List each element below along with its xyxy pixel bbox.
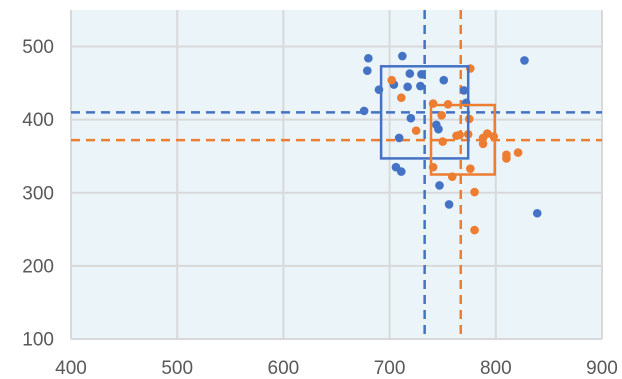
series-1-point xyxy=(359,106,369,116)
range-boxes xyxy=(379,65,496,176)
x-axis-tick-labels: 400 500 600 700 800 900 xyxy=(55,358,618,379)
series-2-point xyxy=(502,154,511,163)
series-1-point xyxy=(364,53,373,63)
y-tick-label: 200 xyxy=(22,256,54,277)
x-tick-label: 500 xyxy=(161,358,193,379)
y-axis-tick-labels: 100 200 300 400 500 xyxy=(22,37,54,350)
series-2-point xyxy=(387,75,397,85)
x-tick-label: 400 xyxy=(55,358,87,379)
x-tick-label: 800 xyxy=(480,358,512,379)
mean-guide-lines xyxy=(71,10,602,339)
series-2-point xyxy=(470,225,479,235)
series-1-point xyxy=(520,56,529,65)
series-1-range-box xyxy=(379,65,470,160)
series-2-point xyxy=(411,126,421,135)
series-1-point xyxy=(362,66,372,75)
series-2-range-box xyxy=(429,103,496,176)
series-2-point xyxy=(478,139,488,149)
series-2-point xyxy=(470,187,479,197)
y-tick-label: 100 xyxy=(22,330,54,351)
series-2-point xyxy=(466,164,475,173)
series-1-point xyxy=(439,75,449,85)
plot-area xyxy=(71,10,602,339)
series-2-point xyxy=(438,137,448,146)
y-tick-label: 300 xyxy=(22,183,54,204)
series-1-point xyxy=(398,51,407,61)
series-1-point xyxy=(459,86,469,95)
series-1-point xyxy=(532,208,542,218)
series-1-point xyxy=(416,81,425,91)
x-tick-label: 600 xyxy=(268,358,300,379)
series-1-point xyxy=(434,124,443,134)
series-2-point xyxy=(437,110,446,120)
series-1-point xyxy=(405,69,415,78)
grid-lines xyxy=(70,10,603,340)
series-1-point xyxy=(396,167,406,176)
series-1-point xyxy=(444,200,454,209)
plot-background xyxy=(71,10,602,339)
x-tick-label: 900 xyxy=(586,358,618,379)
series-2-point xyxy=(513,148,523,157)
y-tick-label: 400 xyxy=(22,110,54,131)
series-1-point xyxy=(435,181,444,190)
series-2-point xyxy=(455,130,464,140)
y-tick-label: 500 xyxy=(22,37,54,58)
series-2-point xyxy=(396,93,406,103)
series-1-point xyxy=(417,70,426,79)
series-1-point xyxy=(403,82,412,92)
series-1-point xyxy=(406,113,416,123)
series-1-point xyxy=(394,133,404,143)
x-tick-label: 700 xyxy=(374,358,406,379)
